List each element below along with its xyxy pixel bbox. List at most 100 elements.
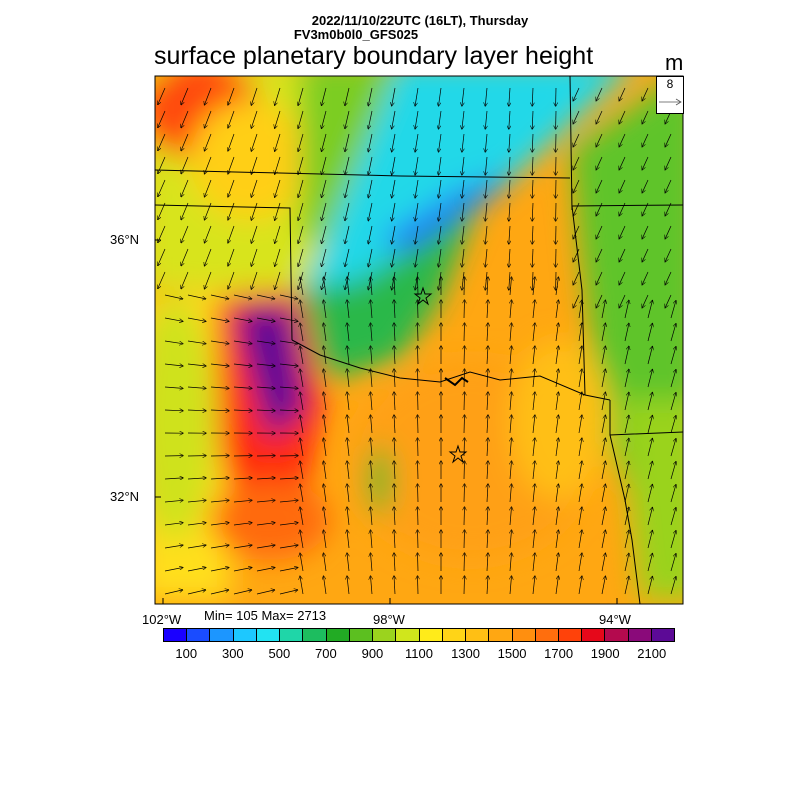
wind-arrow	[532, 202, 533, 221]
wind-arrow	[509, 110, 510, 129]
wind-arrow	[368, 133, 373, 152]
wind-arrow	[279, 364, 298, 366]
wind-arrow	[394, 323, 395, 342]
wind-arrow	[485, 248, 487, 267]
wind-arrow	[670, 393, 676, 411]
wind-arrow	[187, 500, 206, 502]
model-title: FV3m0b0l0_GFS025	[293, 27, 419, 42]
pblh-field	[155, 76, 683, 604]
wind-arrow	[371, 415, 373, 434]
colorbar-label: 1100	[405, 646, 433, 661]
wind-arrow	[164, 590, 183, 595]
wind-arrow	[642, 294, 649, 308]
wind-arrow	[158, 156, 166, 174]
wind-arrow	[371, 369, 373, 388]
wind-arrow	[415, 179, 419, 198]
wind-arrow	[164, 523, 183, 526]
wind-arrow	[371, 323, 373, 342]
wind-arrow	[275, 179, 281, 197]
wind-arrow	[228, 110, 235, 128]
wind-arrow	[233, 590, 252, 595]
wind-arrow	[279, 590, 298, 595]
wind-arrow	[181, 110, 189, 128]
wind-arrow	[164, 478, 183, 479]
wind-arrow	[322, 110, 327, 128]
wind-arrow	[275, 271, 281, 289]
wind-arrow	[298, 87, 304, 105]
wind-arrow	[596, 225, 603, 239]
wind-arrow	[670, 370, 676, 388]
wind-arrow	[647, 554, 652, 572]
wind-arrow	[578, 300, 582, 319]
wind-arrow	[210, 568, 229, 572]
wind-arrow	[624, 507, 629, 526]
wind-arrow	[578, 576, 582, 595]
wind-arrow	[256, 364, 275, 366]
wind-arrow	[670, 416, 676, 434]
wind-arrow	[205, 133, 212, 151]
wind-arrow	[532, 156, 533, 175]
wind-arrow	[533, 300, 535, 319]
wind-arrow	[164, 364, 183, 366]
colorbar-swatch	[628, 629, 652, 641]
wind-arrow	[210, 523, 229, 526]
wind-arrow	[555, 461, 558, 480]
wind-arrow	[642, 133, 649, 147]
wind-arrow	[578, 346, 582, 365]
wind-arrow	[275, 248, 281, 266]
wind-arrow	[485, 271, 487, 290]
colorbar-swatch	[326, 629, 350, 641]
colorbar-swatch	[349, 629, 374, 641]
colorbar-label: 700	[315, 646, 337, 661]
wind-arrow	[164, 410, 183, 411]
wind-arrow	[210, 478, 229, 479]
wind-arrow	[347, 507, 349, 526]
wind-arrow	[394, 553, 395, 572]
wind-arrow	[210, 387, 229, 388]
wind-arrow	[647, 439, 652, 457]
wind-arrow	[300, 277, 304, 296]
wind-arrow	[394, 277, 395, 296]
wind-arrow	[464, 346, 465, 365]
wind-arrow	[300, 415, 304, 434]
wind-arrow	[418, 461, 419, 480]
wind-arrow	[392, 133, 396, 152]
wind-arrow	[624, 300, 629, 319]
wind-arrow	[509, 87, 510, 106]
wind-arrow	[510, 277, 512, 296]
wind-arrow	[601, 461, 605, 480]
wind-arrow	[439, 110, 442, 129]
wind-arrow	[394, 369, 395, 388]
wind-arrow	[228, 248, 235, 266]
wind-arrow	[256, 410, 275, 411]
wind-arrow	[485, 179, 487, 198]
wind-arrow	[415, 156, 419, 175]
wind-arrow	[555, 369, 558, 388]
wind-arrow	[670, 485, 676, 503]
wind-arrow	[665, 271, 672, 285]
wind-arrow	[670, 347, 676, 365]
wind-arrow	[510, 553, 512, 572]
wind-arrow	[464, 576, 465, 595]
wind-arrow	[578, 553, 582, 572]
wind-arrow	[347, 392, 349, 411]
colorbar-swatch	[419, 629, 443, 641]
wind-arrow	[324, 392, 327, 411]
wind-arrow	[158, 110, 166, 128]
colorbar-label: 900	[361, 646, 384, 661]
wind-arrow	[279, 294, 298, 299]
colorbar-swatch	[466, 629, 490, 641]
wind-arrow	[345, 110, 350, 129]
wind-arrow	[510, 461, 512, 480]
wind-arrow	[533, 438, 535, 457]
wind-arrow	[439, 202, 442, 221]
wind-arrow	[418, 277, 419, 296]
wind-arrow	[347, 576, 349, 595]
wind-arrow	[464, 461, 465, 480]
wind-arrow	[251, 225, 258, 243]
lon-label-94w: 94°W	[599, 612, 631, 627]
wind-arrow	[573, 294, 580, 308]
wind-arrow	[624, 438, 629, 457]
wind-arrow	[275, 225, 281, 243]
wind-arrow	[392, 156, 396, 175]
